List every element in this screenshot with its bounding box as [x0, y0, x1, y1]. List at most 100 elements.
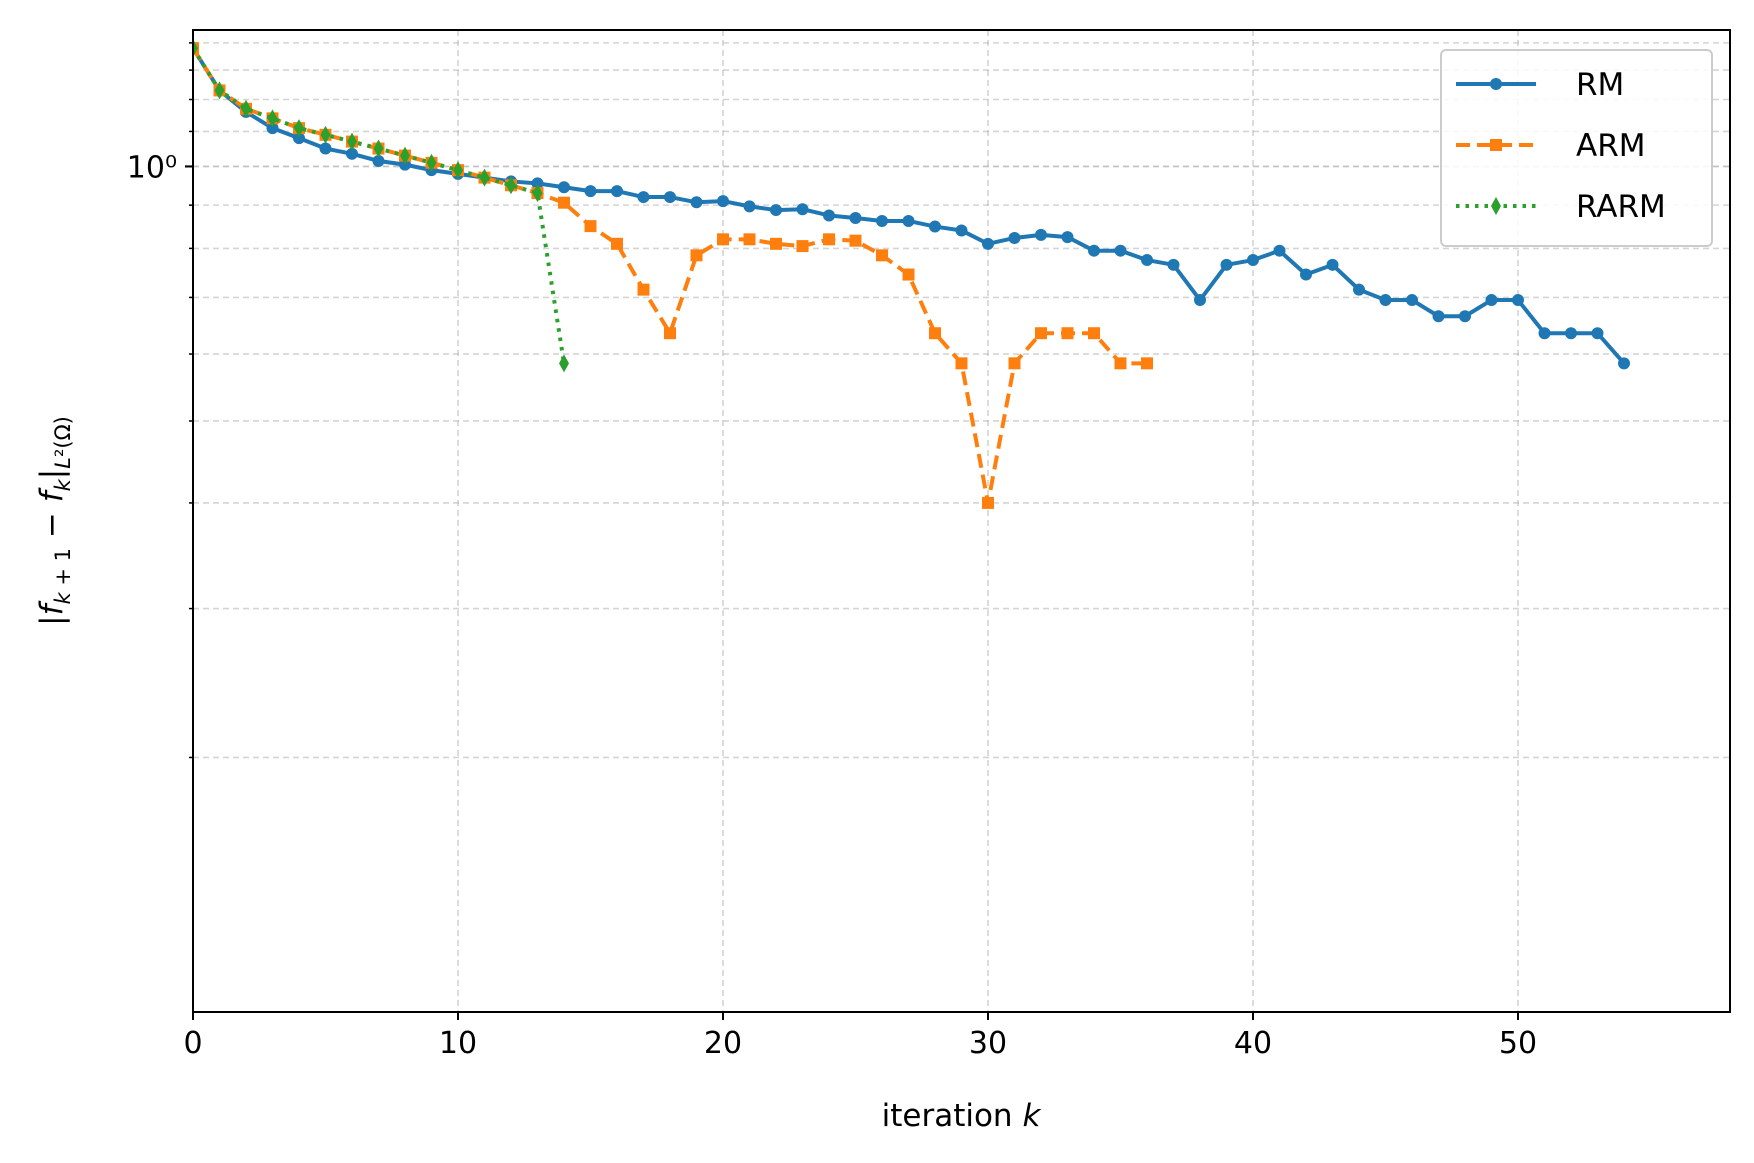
legend: RM ARM RARM	[1440, 49, 1713, 247]
data-point	[1273, 244, 1286, 257]
data-point	[1008, 357, 1021, 370]
data-point	[982, 237, 994, 250]
data-point	[1141, 357, 1153, 370]
data-point	[399, 158, 411, 171]
data-point	[1618, 357, 1630, 370]
series-layer	[193, 39, 1630, 509]
data-point	[929, 220, 941, 233]
data-point	[1141, 254, 1153, 267]
data-point	[193, 39, 198, 58]
data-point	[372, 154, 385, 167]
data-point	[266, 122, 279, 135]
svg-text:|fk + 1 − fk|L²(Ω): |fk + 1 − fk|L²(Ω)	[34, 416, 75, 626]
data-point	[796, 240, 809, 253]
data-point	[1485, 294, 1498, 307]
data-point	[902, 214, 915, 227]
data-point	[690, 196, 703, 209]
data-point	[637, 283, 650, 296]
data-point	[506, 176, 516, 195]
data-point	[1088, 244, 1100, 257]
data-point	[479, 168, 490, 187]
data-point	[743, 233, 756, 246]
x-tick-label: 40	[1234, 1026, 1272, 1061]
data-point	[1114, 244, 1127, 257]
data-point	[531, 177, 544, 190]
data-point	[1220, 258, 1233, 271]
data-point	[320, 125, 331, 144]
data-point	[690, 249, 703, 262]
data-point	[823, 209, 835, 222]
data-point	[584, 220, 597, 233]
data-point	[558, 181, 570, 194]
legend-box	[1440, 49, 1713, 247]
legend-marker-rarm	[1491, 197, 1501, 215]
legend-label-rm: RM	[1576, 67, 1624, 103]
data-point	[876, 249, 888, 262]
data-point	[453, 161, 463, 180]
data-point	[559, 354, 569, 373]
data-point	[770, 237, 782, 250]
legend-label-arm: ARM	[1576, 128, 1646, 164]
data-point	[902, 268, 915, 281]
data-point	[955, 357, 968, 370]
data-point	[1167, 258, 1180, 271]
data-point	[876, 214, 888, 227]
data-point	[717, 195, 729, 208]
data-point	[1538, 327, 1551, 340]
data-point	[1035, 327, 1047, 340]
data-point	[1591, 327, 1604, 340]
data-point	[293, 132, 305, 145]
data-point	[373, 139, 384, 158]
data-point	[1114, 357, 1127, 370]
data-point	[1459, 310, 1471, 323]
data-point	[849, 212, 862, 225]
data-point	[611, 185, 623, 198]
data-point	[611, 237, 623, 250]
data-point	[955, 224, 968, 237]
data-point	[770, 204, 782, 217]
data-point	[796, 203, 809, 216]
data-point	[532, 184, 543, 203]
x-tick-label: 20	[704, 1026, 742, 1061]
data-point	[1300, 268, 1312, 281]
data-point	[267, 109, 278, 128]
data-point	[347, 132, 357, 151]
data-point	[319, 142, 332, 155]
data-point	[558, 196, 570, 209]
data-point	[1061, 327, 1074, 340]
data-point	[1061, 231, 1074, 244]
data-point	[214, 81, 225, 100]
data-point	[717, 233, 729, 246]
data-point	[1035, 228, 1047, 241]
data-point	[849, 234, 862, 247]
data-point	[929, 327, 941, 340]
x-tick-label: 0	[183, 1026, 202, 1061]
data-point	[294, 119, 304, 138]
data-point	[1379, 294, 1392, 307]
series-rarm	[193, 39, 569, 373]
data-point	[1432, 310, 1445, 323]
data-point	[1406, 294, 1418, 307]
data-point	[1326, 258, 1339, 271]
data-point	[1247, 254, 1259, 267]
y-axis-label: |fk + 1 − fk|L²(Ω)	[34, 416, 75, 626]
plot-frame	[192, 29, 1731, 1013]
data-point	[637, 191, 650, 204]
data-point	[1008, 231, 1021, 244]
x-tick-label: 30	[969, 1026, 1007, 1061]
data-point	[426, 153, 437, 172]
y-tick-label: 10⁰	[127, 150, 177, 185]
x-tick-label: 10	[439, 1026, 477, 1061]
data-point	[1512, 294, 1524, 307]
data-point	[982, 496, 994, 509]
axis-ticks: 0 10 20 30 40 50 10⁰	[127, 42, 1537, 1061]
data-point	[743, 200, 756, 213]
data-point	[1565, 327, 1577, 340]
legend-marker-arm	[1490, 139, 1502, 151]
data-point	[241, 99, 251, 118]
data-point	[1353, 283, 1365, 296]
data-point	[400, 146, 410, 165]
legend-label-rarm: RARM	[1576, 189, 1666, 225]
legend-marker-rm	[1490, 78, 1502, 90]
